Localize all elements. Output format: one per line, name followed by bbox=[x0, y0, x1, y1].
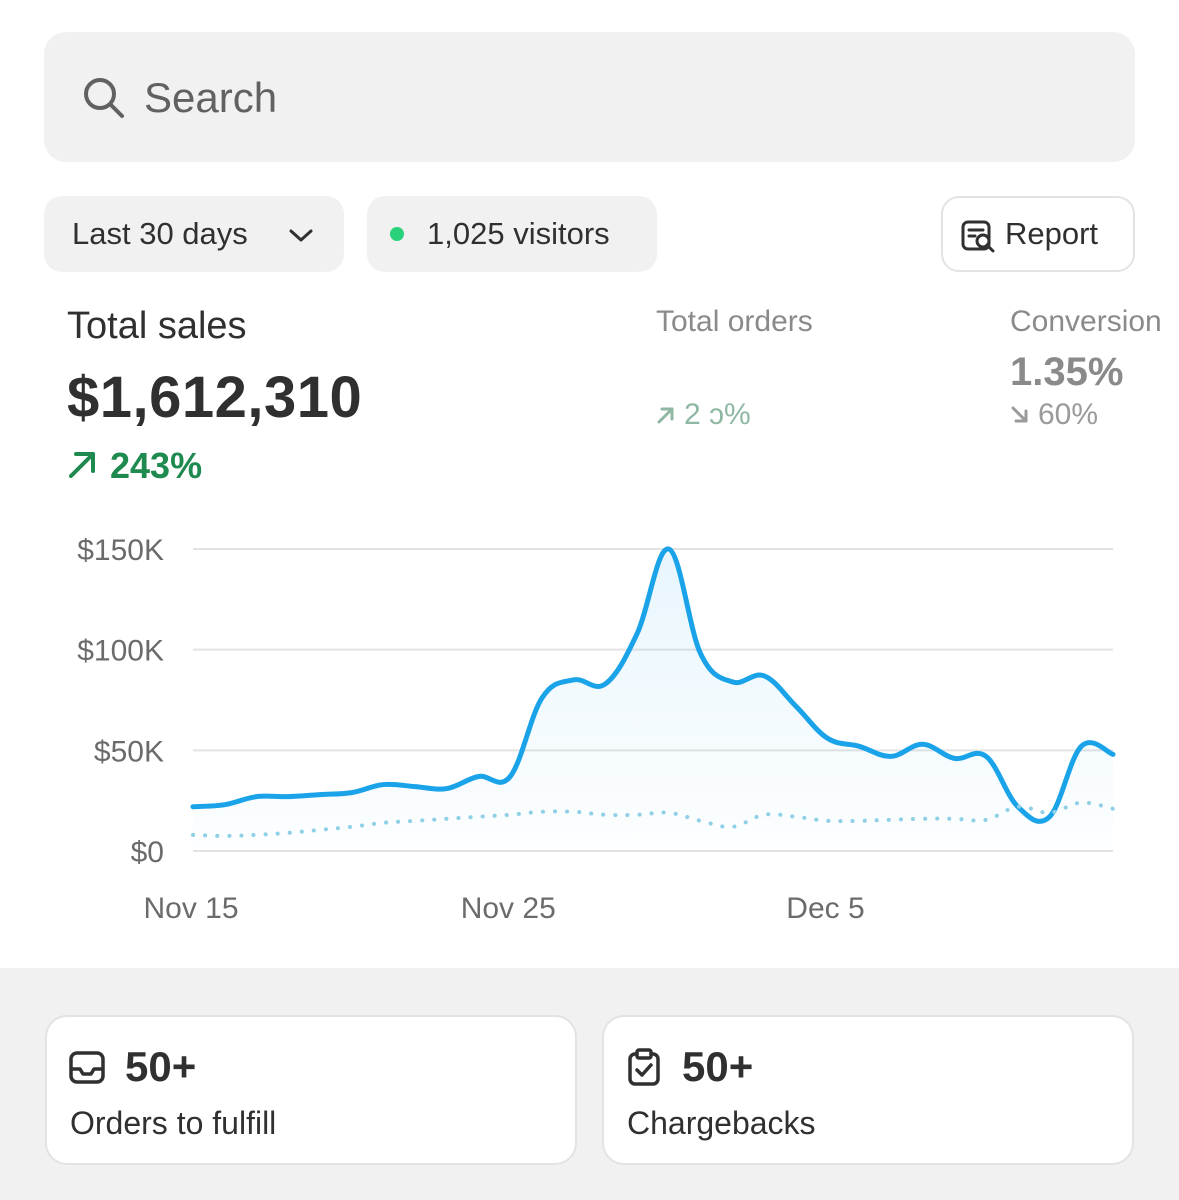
visitors-label: 1,025 visitors bbox=[427, 216, 610, 251]
card-count: 50+ bbox=[125, 1043, 197, 1090]
metric-value: $1,612,310 bbox=[67, 365, 363, 430]
metric-change-value: 243% bbox=[110, 445, 203, 486]
trend-up-icon bbox=[657, 407, 674, 424]
sales-line-current bbox=[190, 546, 1116, 824]
sales-line-comparison bbox=[191, 800, 1115, 838]
card-count: 50+ bbox=[682, 1043, 754, 1090]
metric-title: Conversion bbox=[1010, 305, 1162, 338]
x-tick-label: Nov 15 bbox=[143, 892, 238, 925]
date-range-label: Last 30 days bbox=[72, 216, 248, 251]
x-tick-label: Nov 25 bbox=[461, 892, 556, 925]
live-status-dot bbox=[390, 227, 404, 241]
y-tick-label: $0 bbox=[131, 836, 164, 869]
metric-title: Total sales bbox=[67, 305, 247, 347]
metric-title: Total orders bbox=[656, 305, 813, 338]
trend-down-icon bbox=[1011, 406, 1028, 423]
y-tick-label: $50K bbox=[94, 735, 164, 768]
report-button[interactable]: Report bbox=[941, 196, 1135, 272]
inbox-icon bbox=[69, 1051, 105, 1084]
metric-value: 1.35% bbox=[1010, 350, 1124, 394]
date-range-selector[interactable]: Last 30 days bbox=[44, 196, 344, 272]
search-bar[interactable]: Search bbox=[44, 32, 1135, 162]
y-tick-label: $150K bbox=[77, 534, 164, 567]
sales-area-fill bbox=[193, 548, 1113, 851]
sales-chart[interactable]: $150K $100K $50K $0 Nov 15 Nov 25 Dec 5 bbox=[0, 520, 1179, 950]
x-tick-label: Dec 5 bbox=[786, 892, 864, 925]
metric-change-value: 60% bbox=[1038, 398, 1099, 431]
report-label: Report bbox=[1005, 216, 1099, 251]
chevron-down-icon bbox=[289, 229, 313, 242]
card-label: Chargebacks bbox=[627, 1105, 816, 1141]
search-icon bbox=[84, 78, 124, 118]
y-tick-label: $100K bbox=[77, 635, 164, 668]
card-label: Orders to fulfill bbox=[70, 1105, 277, 1141]
metric-change-value: 2 ɔ% bbox=[684, 398, 751, 431]
live-visitors-pill[interactable]: 1,025 visitors bbox=[367, 196, 657, 272]
chargebacks-card[interactable]: 50+ Chargebacks bbox=[602, 1015, 1134, 1165]
report-icon bbox=[961, 220, 995, 253]
search-input[interactable]: Search bbox=[144, 74, 278, 121]
orders-to-fulfill-card[interactable]: 50+ Orders to fulfill bbox=[45, 1015, 577, 1165]
clipboard-check-icon bbox=[628, 1048, 660, 1086]
trend-up-icon bbox=[69, 452, 95, 478]
